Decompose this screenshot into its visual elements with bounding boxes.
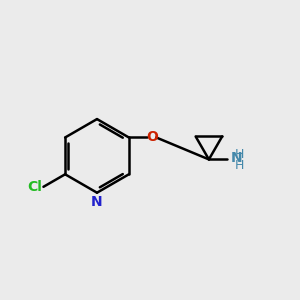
Text: H: H	[235, 148, 244, 160]
Text: H: H	[235, 159, 244, 172]
Text: N: N	[231, 151, 243, 165]
Text: Cl: Cl	[27, 180, 42, 194]
Text: O: O	[146, 130, 158, 145]
Text: N: N	[91, 195, 103, 209]
